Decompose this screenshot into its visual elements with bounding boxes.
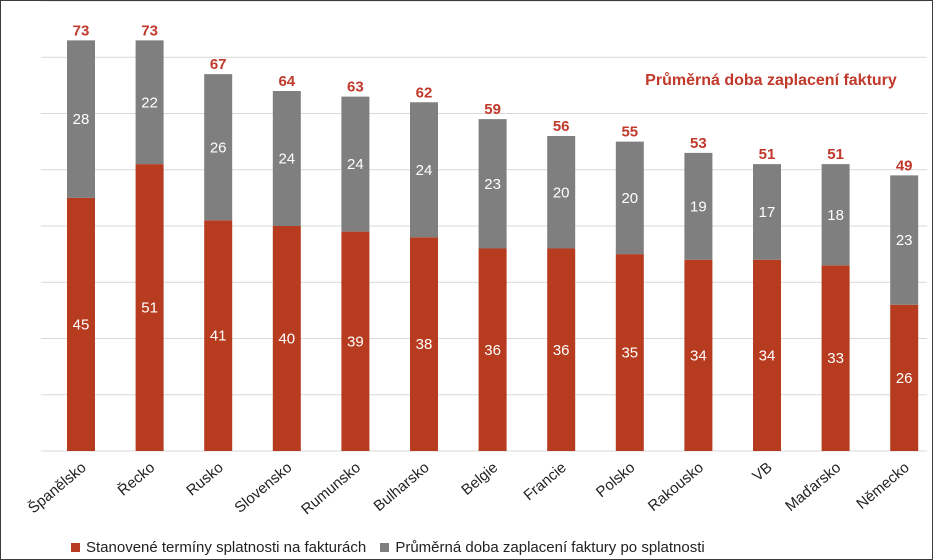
bar-segment-overdue [341,96,370,232]
category-label: Rusko [183,459,227,499]
segment-value-label: 23 [896,232,913,249]
segment-value-label: 18 [827,207,844,224]
segment-value-label: 34 [759,347,776,364]
bar-segment-due-terms [547,248,576,451]
bar-segment-due-terms [615,254,644,451]
category-label: Polsko [593,459,638,501]
category-label: Belgie [458,459,501,499]
segment-value-label: 24 [278,151,295,168]
bar-segment-due-terms [478,248,507,451]
bar-segment-due-terms [684,259,713,451]
total-value-label: 62 [416,84,433,101]
total-value-label: 67 [210,56,227,73]
bar-segment-overdue [684,152,713,260]
bar-segment-overdue [821,164,850,266]
bar-segment-due-terms [204,220,233,451]
legend-swatch-red [71,543,80,552]
total-value-label: 73 [73,22,90,39]
segment-value-label: 20 [553,184,570,201]
total-value-label: 59 [484,101,501,118]
total-value-label: 56 [553,118,570,135]
segment-value-label: 17 [759,204,776,221]
bar-segment-overdue [478,119,507,249]
bar-segment-overdue [615,141,644,255]
segment-value-label: 41 [210,328,227,345]
segment-value-label: 51 [141,300,158,317]
legend-item-due-terms: Stanovené termíny splatnosti na fakturác… [71,539,366,556]
legend-swatch-gray [380,543,390,552]
bar-segment-due-terms [67,197,95,451]
category-label: Rakousko [645,459,707,515]
segment-value-label: 34 [690,347,707,364]
total-value-label: 64 [278,73,295,90]
total-value-label: 51 [759,146,776,163]
segment-value-label: 28 [73,111,90,128]
segment-value-label: 26 [210,139,227,156]
segment-value-label: 26 [896,370,913,387]
bar-segment-due-terms [341,231,370,451]
category-label: Německo [853,459,912,513]
total-value-label: 49 [896,157,913,174]
bar-segment-overdue [753,164,781,260]
bar-segment-overdue [272,91,301,226]
segment-value-label: 35 [621,345,638,362]
total-value-label: 73 [141,22,158,39]
segment-value-label: 36 [553,342,570,359]
bar-segment-overdue [547,136,576,249]
legend-label-overdue: Průměrná doba zaplacení faktury po splat… [395,539,705,556]
segment-value-label: 19 [690,198,707,215]
category-label: Rumunsko [298,459,364,518]
legend: Stanovené termíny splatnosti na fakturác… [71,539,715,556]
total-value-label: 51 [827,146,844,163]
bar-segment-due-terms [753,259,781,451]
legend-label-due-terms: Stanovené termíny splatnosti na fakturác… [86,539,367,556]
category-label: Španělsko [25,459,90,517]
bar-segment-overdue [410,102,438,238]
legend-item-overdue: Průměrná doba zaplacení faktury po splat… [380,539,705,556]
total-value-label: 63 [347,79,364,96]
segment-value-label: 24 [347,156,364,173]
chart-annotation: Průměrná doba zaplacení faktury [645,72,897,89]
segment-value-label: 36 [484,342,501,359]
bar-segment-due-terms [135,164,164,451]
bar-segment-due-terms [890,304,919,451]
category-label: Maďarsko [782,459,844,515]
segment-value-label: 45 [73,316,90,333]
segment-value-label: 20 [621,190,638,207]
category-label: Francie [521,459,570,504]
segment-value-label: 33 [827,350,844,367]
bar-segment-due-terms [821,265,850,451]
segment-value-label: 38 [416,336,433,353]
bar-segment-overdue [135,40,164,165]
segment-value-label: 40 [278,331,295,348]
segment-value-label: 23 [484,176,501,193]
bar-segment-due-terms [410,237,438,451]
segment-value-label: 39 [347,333,364,350]
category-label: VB [749,459,775,485]
bar-segment-overdue [204,74,233,221]
total-value-label: 55 [621,124,638,141]
segment-value-label: 24 [416,162,433,179]
bar-segment-due-terms [272,226,301,451]
segment-value-label: 22 [141,94,158,111]
bar-segment-overdue [67,40,95,198]
total-value-label: 53 [690,135,707,152]
category-label: Řecko [115,459,159,499]
category-label: Slovensko [231,459,295,517]
category-label: Bulharsko [371,459,433,515]
bar-segment-overdue [890,175,919,305]
